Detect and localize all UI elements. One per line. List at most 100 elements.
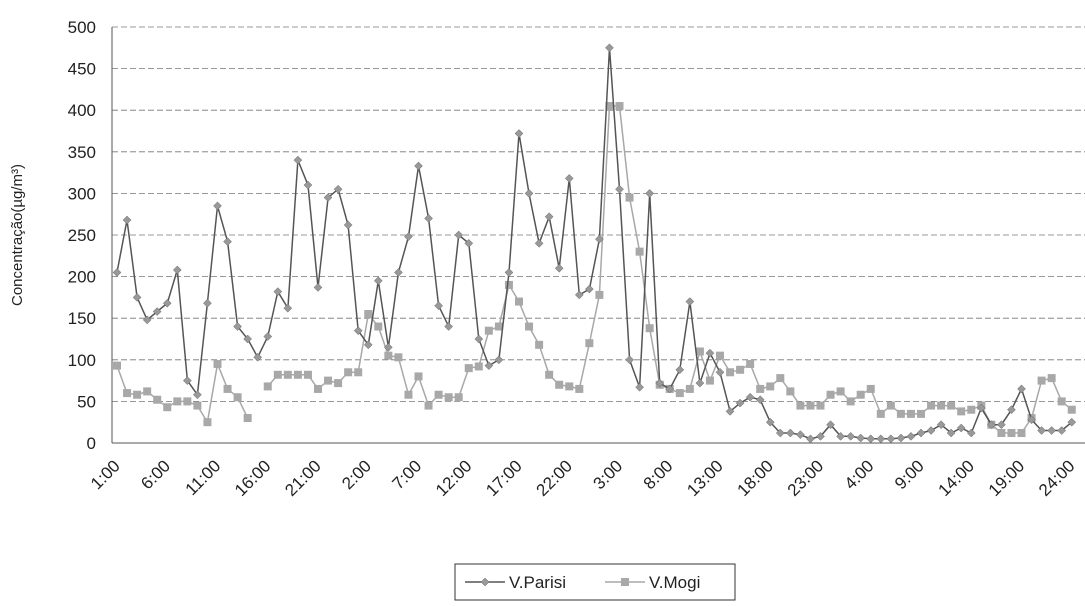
data-point [464,364,473,373]
data-point [162,298,172,308]
data-point [866,434,876,444]
x-tick-label: 21:00 [281,456,325,500]
data-point [544,212,554,222]
data-point [1047,374,1056,383]
x-tick-label: 14:00 [935,456,979,500]
data-point [766,382,775,391]
data-point [132,293,142,302]
data-point [273,370,282,379]
data-point [746,359,755,368]
x-tick-label: 11:00 [182,456,225,499]
data-point [796,430,805,440]
data-point [876,434,886,444]
data-point [806,434,815,444]
x-tick-label: 17:00 [482,456,526,500]
data-point [997,420,1006,430]
data-point [1017,429,1026,438]
data-point [826,390,835,399]
data-point [947,401,956,410]
data-point [474,334,484,344]
data-point [534,238,544,248]
data-point [163,403,172,412]
data-point [836,431,845,441]
data-point [1017,384,1026,394]
data-point [293,155,303,165]
data-point [665,384,675,394]
data-point [223,237,232,247]
data-point [716,351,724,360]
data-point [424,401,433,410]
x-tick-label: 12:00 [432,456,476,500]
data-point [917,409,925,418]
data-point [1037,426,1046,435]
y-tick-label: 450 [68,60,96,79]
data-point [273,287,283,296]
data-point [856,433,866,443]
data-point [354,368,363,377]
series-line [116,47,1073,440]
y-tick-label: 350 [68,143,96,162]
y-tick-label: 500 [68,18,96,37]
x-tick-label: 23:00 [784,456,828,500]
legend-marker [621,578,629,586]
data-point [564,174,574,183]
data-point [343,220,353,230]
data-point [1057,397,1066,406]
data-point [334,379,343,388]
data-point [937,401,946,410]
x-tick-label: 3:00 [589,456,626,493]
data-point [133,390,142,399]
data-point [152,307,162,316]
legend-label: V.Parisi [509,573,566,592]
data-point [494,322,503,331]
data-point [474,362,483,371]
legend-label: V.Mogi [649,573,700,592]
data-point [886,434,896,444]
data-point [957,407,966,416]
series-line [116,105,1073,434]
data-point [454,230,464,240]
data-point [394,353,403,362]
data-point [193,401,202,410]
data-point [675,389,684,398]
data-point [243,414,252,423]
data-point [725,407,735,416]
data-point [353,326,363,336]
data-point [986,420,996,430]
data-point [525,322,534,331]
y-tick-label: 400 [68,101,96,120]
data-point [253,352,263,362]
data-point [625,193,634,202]
x-tick-label: 2:00 [338,456,375,493]
data-point [675,365,685,375]
data-point [786,387,795,396]
data-point [233,393,242,402]
data-point [303,180,313,190]
data-point [645,189,655,198]
data-point [726,368,735,377]
data-point [303,370,312,379]
data-point [685,384,694,393]
data-point [876,409,885,418]
data-point [936,420,946,430]
data-point [203,418,212,427]
data-point [243,334,253,344]
data-point [323,193,333,202]
data-point [333,184,343,194]
data-point [635,382,644,392]
data-point [173,397,182,406]
data-point [886,401,895,410]
data-point [364,310,373,319]
x-tick-label: 22:00 [533,456,577,500]
data-point [595,234,604,244]
data-point [454,393,463,402]
data-point [554,263,564,273]
x-tick-label: 9:00 [891,456,928,493]
data-point [655,378,665,388]
data-point [555,380,564,389]
data-point [182,376,192,385]
data-point [605,43,614,53]
data-point [263,332,273,341]
data-point [434,390,443,399]
